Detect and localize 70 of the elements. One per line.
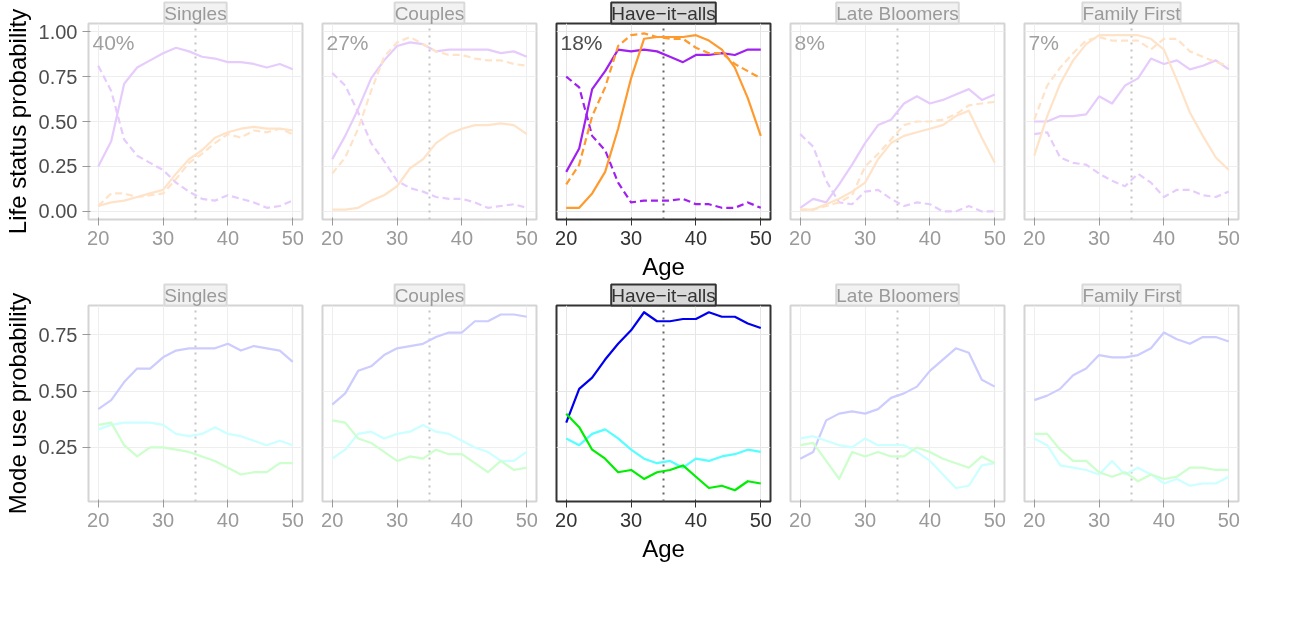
annotation: 27% [326,30,369,54]
x-tick-label: 50 [1217,508,1240,531]
chart-title: Family First [1082,284,1182,306]
x-tick-label: 20 [87,508,110,531]
line-series [97,421,294,476]
x-tick-label: 40 [450,226,474,249]
chart-title: Late Bloomers [836,284,959,306]
x-tick-label: 50 [515,226,538,249]
x-tick-label: 30 [619,508,643,531]
y-tick-label: 0.50 [38,380,78,403]
chart-title: Couples [394,284,465,306]
chart-title: Family First [1082,2,1182,24]
chart-title: Have−it−alls [611,2,716,24]
x-tick-label: 50 [983,508,1006,531]
x-tick-label: 50 [281,226,304,249]
x-tick-label: 20 [321,508,344,531]
x-tick-label: 20 [87,226,110,249]
x-tick-label: 30 [619,226,643,249]
chart-title: Singles [164,284,227,306]
x-tick-label: 50 [983,226,1006,249]
x-tick-label: 40 [1152,226,1176,249]
y-tick-label: 0.75 [38,323,78,346]
x-axis-title: Age [642,252,685,280]
x-tick-label: 40 [450,508,474,531]
x-tick-label: 30 [853,226,877,249]
chart-title: Late Bloomers [836,2,959,24]
x-tick-label: 50 [749,226,772,249]
x-tick-label: 40 [918,508,942,531]
x-tick-label: 30 [385,508,409,531]
line-series [97,342,294,411]
x-tick-label: 40 [216,508,240,531]
x-tick-label: 20 [555,226,578,249]
x-tick-label: 30 [151,226,175,249]
x-tick-label: 20 [321,226,344,249]
x-tick-label: 50 [1217,226,1240,249]
x-tick-label: 30 [151,508,175,531]
x-axis-title: Age [642,534,685,562]
x-tick-label: 50 [515,508,538,531]
y-tick-label: 0.00 [38,200,78,223]
x-tick-label: 50 [281,508,304,531]
x-tick-label: 30 [385,226,409,249]
x-tick-label: 20 [789,508,812,531]
y-tick-label: 1.00 [38,20,78,43]
y-tick-label: 0.25 [38,155,78,178]
y-axis-title: Life status probability [3,8,31,235]
y-axis-title: Mode use probability [3,292,31,515]
x-tick-label: 40 [1152,508,1176,531]
annotation: 18% [560,30,603,54]
x-tick-label: 40 [216,226,240,249]
annotation: 7% [1028,30,1059,54]
chart-title: Have−it−alls [611,284,716,306]
x-tick-label: 20 [1023,508,1046,531]
y-tick-label: 0.75 [38,65,78,88]
annotation: 40% [92,30,135,54]
y-tick-label: 0.50 [38,110,78,133]
x-tick-label: 40 [918,226,942,249]
chart-title: Singles [164,2,227,24]
x-tick-label: 30 [1087,226,1111,249]
line-series [97,421,294,447]
chart-title: Couples [394,2,465,24]
x-tick-label: 20 [1023,226,1046,249]
x-tick-label: 30 [853,508,877,531]
x-tick-label: 40 [684,226,708,249]
annotation: 8% [794,30,825,54]
y-tick-label: 0.25 [38,436,78,459]
x-tick-label: 20 [789,226,812,249]
x-tick-label: 40 [684,508,708,531]
x-tick-label: 50 [749,508,772,531]
x-tick-label: 30 [1087,508,1111,531]
x-tick-label: 20 [555,508,578,531]
